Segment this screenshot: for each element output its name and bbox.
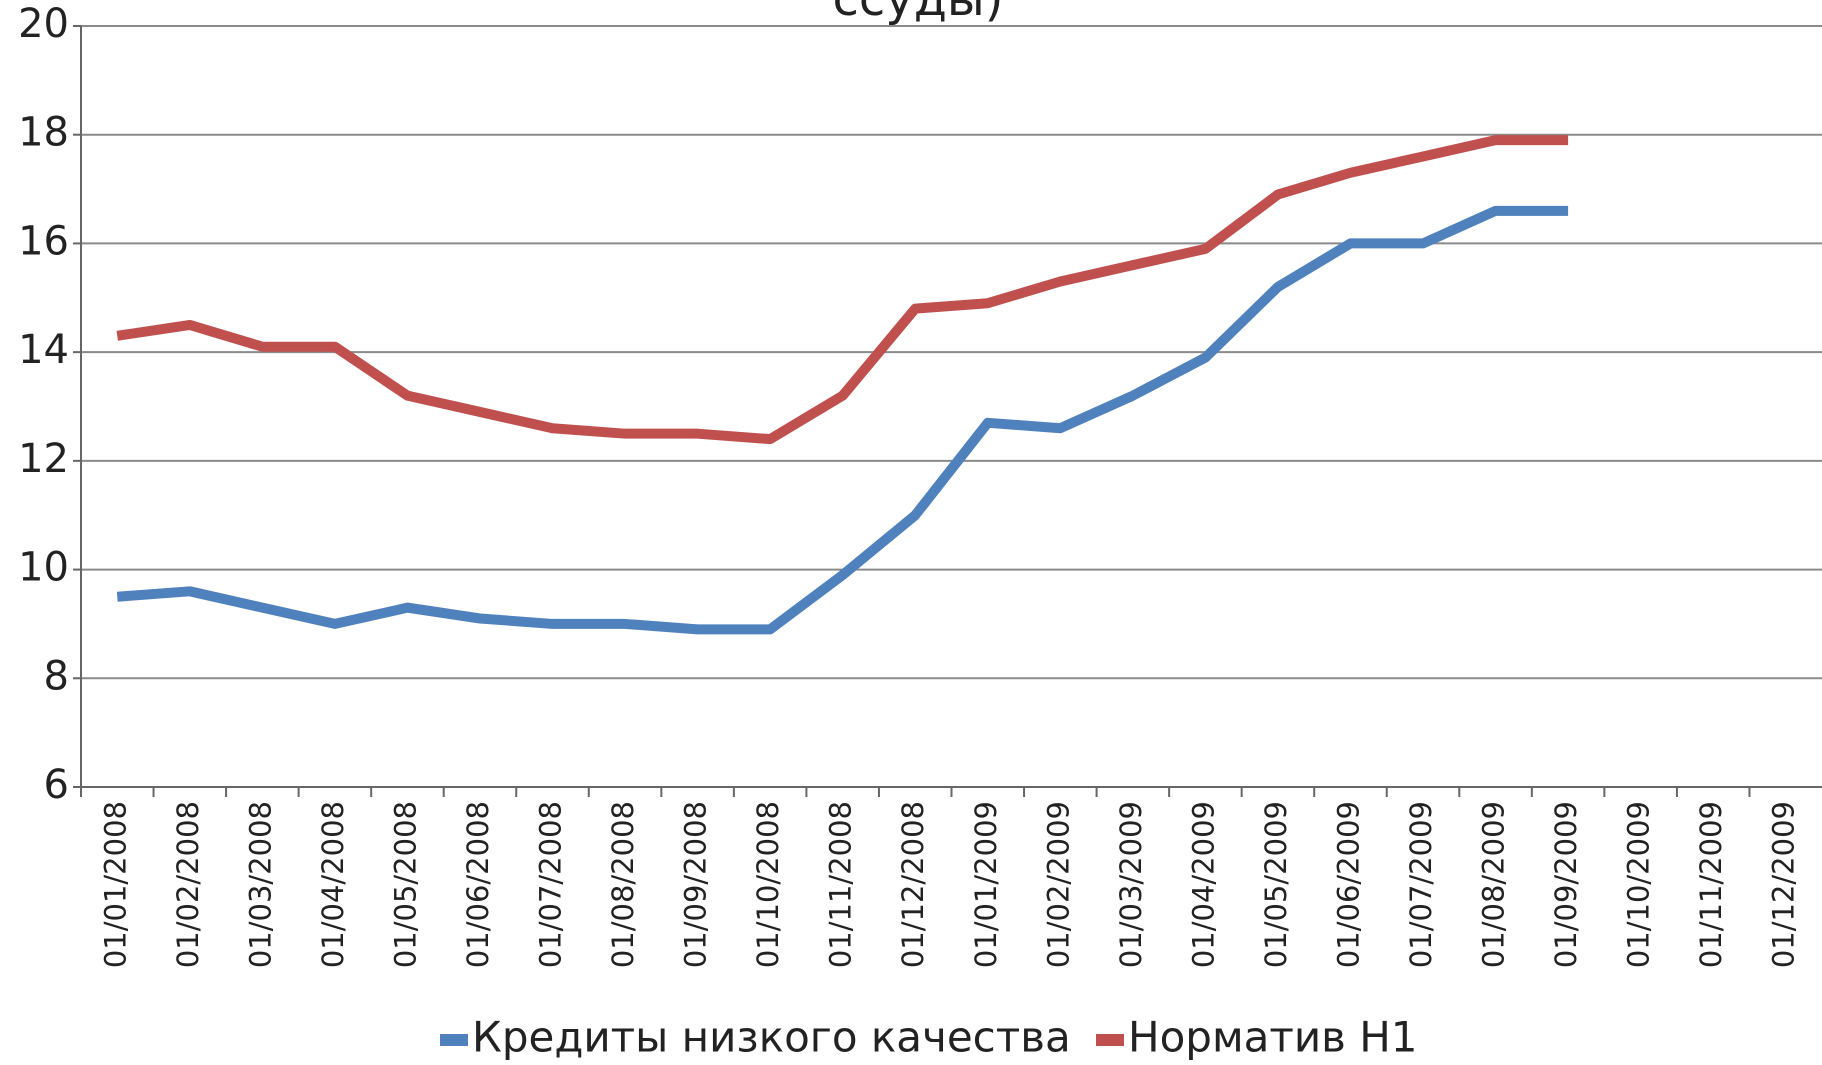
x-tick-label: 01/09/2009 — [1549, 801, 1583, 968]
y-tick-label: 8 — [44, 653, 69, 699]
x-tick-label: 01/08/2009 — [1477, 801, 1511, 968]
x-tick-label: 01/02/2008 — [171, 801, 205, 968]
y-tick-label: 20 — [18, 1, 69, 47]
y-tick-label: 12 — [18, 436, 69, 482]
x-tick-label: 01/04/2009 — [1186, 801, 1220, 968]
x-tick-label: 01/05/2008 — [388, 801, 422, 968]
y-tick-label: 16 — [18, 218, 69, 264]
x-tick-label: 01/08/2008 — [606, 801, 640, 968]
x-tick-label: 01/12/2008 — [896, 801, 930, 968]
x-tick-label: 01/01/2008 — [98, 801, 132, 968]
x-tick-label: 01/09/2008 — [679, 801, 713, 968]
x-tick-label: 01/01/2009 — [969, 801, 1003, 968]
x-tick-label: 01/06/2009 — [1331, 801, 1365, 968]
x-tick-label: 01/03/2009 — [1114, 801, 1148, 968]
x-tick-label: 01/07/2009 — [1404, 801, 1438, 968]
x-tick-label: 01/10/2008 — [751, 801, 785, 968]
chart-title: ссуды) — [833, 0, 1004, 27]
legend-label: Норматив Н1 — [1128, 1013, 1418, 1062]
y-tick-label: 10 — [18, 545, 69, 591]
x-tick-label: 01/03/2008 — [243, 801, 277, 968]
x-tick-label: 01/06/2008 — [461, 801, 495, 968]
x-tick-label: 01/07/2008 — [534, 801, 568, 968]
legend-swatch — [440, 1034, 468, 1046]
x-tick-label: 01/05/2009 — [1259, 801, 1293, 968]
legend-swatch — [1096, 1034, 1124, 1046]
series-line — [116, 135, 1569, 445]
x-tick-label: 01/02/2009 — [1041, 801, 1075, 968]
y-tick-label: 18 — [18, 110, 69, 156]
x-tick-label: 01/11/2009 — [1694, 801, 1728, 968]
series-line — [116, 205, 1569, 635]
y-tick-label: 6 — [44, 762, 69, 808]
x-tick-label: 01/10/2009 — [1622, 801, 1656, 968]
y-tick-label: 14 — [18, 327, 69, 373]
x-tick-label: 01/11/2008 — [824, 801, 858, 968]
x-tick-label: 01/04/2008 — [316, 801, 350, 968]
legend-label: Кредиты низкого качества — [472, 1013, 1071, 1062]
x-tick-label: 01/12/2009 — [1767, 801, 1801, 968]
